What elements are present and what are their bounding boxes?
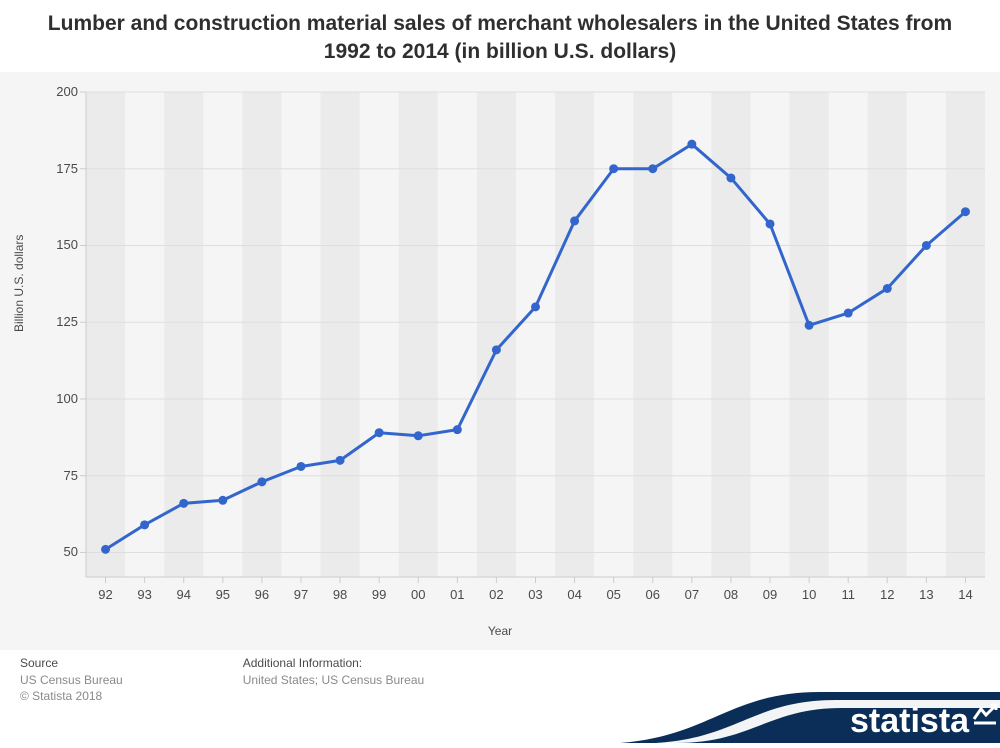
x-tick-label: 03 [521, 587, 551, 602]
x-tick-label: 08 [716, 587, 746, 602]
y-tick-label: 175 [32, 161, 78, 176]
x-tick-label: 04 [560, 587, 590, 602]
y-tick-label: 125 [32, 314, 78, 329]
x-tick-label: 98 [325, 587, 355, 602]
y-tick-label: 200 [32, 84, 78, 99]
x-tick-label: 99 [364, 587, 394, 602]
y-tick-label: 100 [32, 391, 78, 406]
x-tick-label: 09 [755, 587, 785, 602]
x-tick-label: 01 [442, 587, 472, 602]
addl-head: Additional Information: [243, 656, 424, 670]
source-line1: US Census Bureau [20, 672, 123, 688]
x-tick-label: 13 [911, 587, 941, 602]
addl-line1: United States; US Census Bureau [243, 672, 424, 688]
source-line2: © Statista 2018 [20, 688, 123, 704]
footer-text: Source US Census Bureau © Statista 2018 … [20, 656, 720, 704]
statista-logo: statista [620, 650, 1000, 743]
x-tick-label: 92 [91, 587, 121, 602]
footer-source-col: Source US Census Bureau © Statista 2018 [20, 656, 123, 704]
footer-addl-col: Additional Information: United States; U… [243, 656, 424, 704]
x-tick-label: 96 [247, 587, 277, 602]
svg-text:statista: statista [850, 702, 970, 740]
chart-container: Lumber and construction material sales o… [0, 0, 1000, 743]
chart-title: Lumber and construction material sales o… [0, 0, 1000, 71]
x-tick-label: 12 [872, 587, 902, 602]
x-tick-label: 14 [950, 587, 980, 602]
x-tick-label: 02 [481, 587, 511, 602]
y-tick-label: 150 [32, 237, 78, 252]
x-tick-label: 11 [833, 587, 863, 602]
x-tick-label: 00 [403, 587, 433, 602]
x-tick-label: 05 [599, 587, 629, 602]
x-tick-label: 06 [638, 587, 668, 602]
y-tick-label: 50 [32, 544, 78, 559]
x-tick-label: 10 [794, 587, 824, 602]
x-tick-label: 97 [286, 587, 316, 602]
source-head: Source [20, 656, 123, 670]
chart-svg [0, 72, 1000, 650]
x-tick-label: 93 [130, 587, 160, 602]
chart-footer: Source US Census Bureau © Statista 2018 … [0, 650, 1000, 743]
chart-area: Billion U.S. dollars Year 50751001251501… [0, 72, 1000, 650]
x-tick-label: 95 [208, 587, 238, 602]
x-tick-label: 94 [169, 587, 199, 602]
y-tick-label: 75 [32, 468, 78, 483]
x-tick-label: 07 [677, 587, 707, 602]
x-axis-label: Year [0, 624, 1000, 638]
